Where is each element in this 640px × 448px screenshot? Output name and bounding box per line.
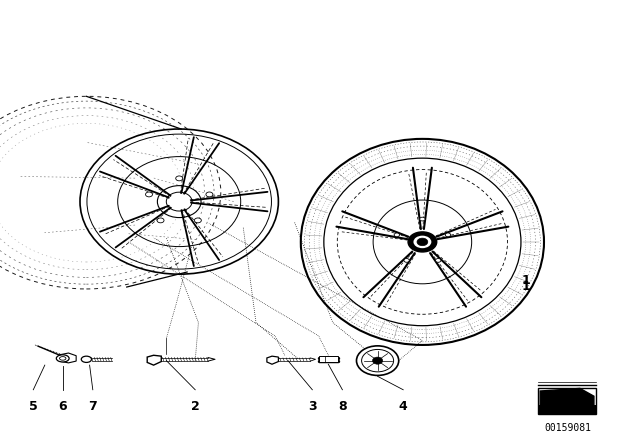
Bar — [538, 388, 596, 414]
Bar — [538, 405, 596, 414]
Text: 3: 3 — [308, 400, 317, 413]
Text: 1: 1 — [522, 280, 531, 293]
Circle shape — [145, 192, 152, 197]
Circle shape — [420, 217, 425, 221]
Circle shape — [176, 176, 182, 181]
Circle shape — [445, 233, 451, 237]
Bar — [319, 356, 338, 362]
Ellipse shape — [81, 356, 92, 362]
Circle shape — [435, 258, 441, 262]
Ellipse shape — [157, 185, 201, 218]
Text: 5: 5 — [29, 400, 38, 413]
Text: 1: 1 — [522, 273, 531, 287]
Circle shape — [157, 218, 164, 223]
Circle shape — [372, 357, 383, 364]
Text: 6: 6 — [58, 400, 67, 413]
Circle shape — [206, 192, 213, 197]
Text: 00159081: 00159081 — [545, 423, 592, 433]
Polygon shape — [540, 388, 594, 405]
Circle shape — [195, 218, 202, 223]
Ellipse shape — [56, 355, 69, 362]
Text: 8: 8 — [338, 400, 347, 413]
Circle shape — [408, 232, 436, 252]
Text: 4: 4 — [399, 400, 408, 413]
Ellipse shape — [324, 158, 521, 326]
Circle shape — [404, 258, 410, 262]
Text: 7: 7 — [88, 400, 97, 413]
Text: 2: 2 — [191, 400, 200, 413]
Circle shape — [417, 238, 428, 246]
Circle shape — [413, 236, 431, 248]
Circle shape — [356, 346, 399, 375]
Circle shape — [394, 233, 399, 237]
